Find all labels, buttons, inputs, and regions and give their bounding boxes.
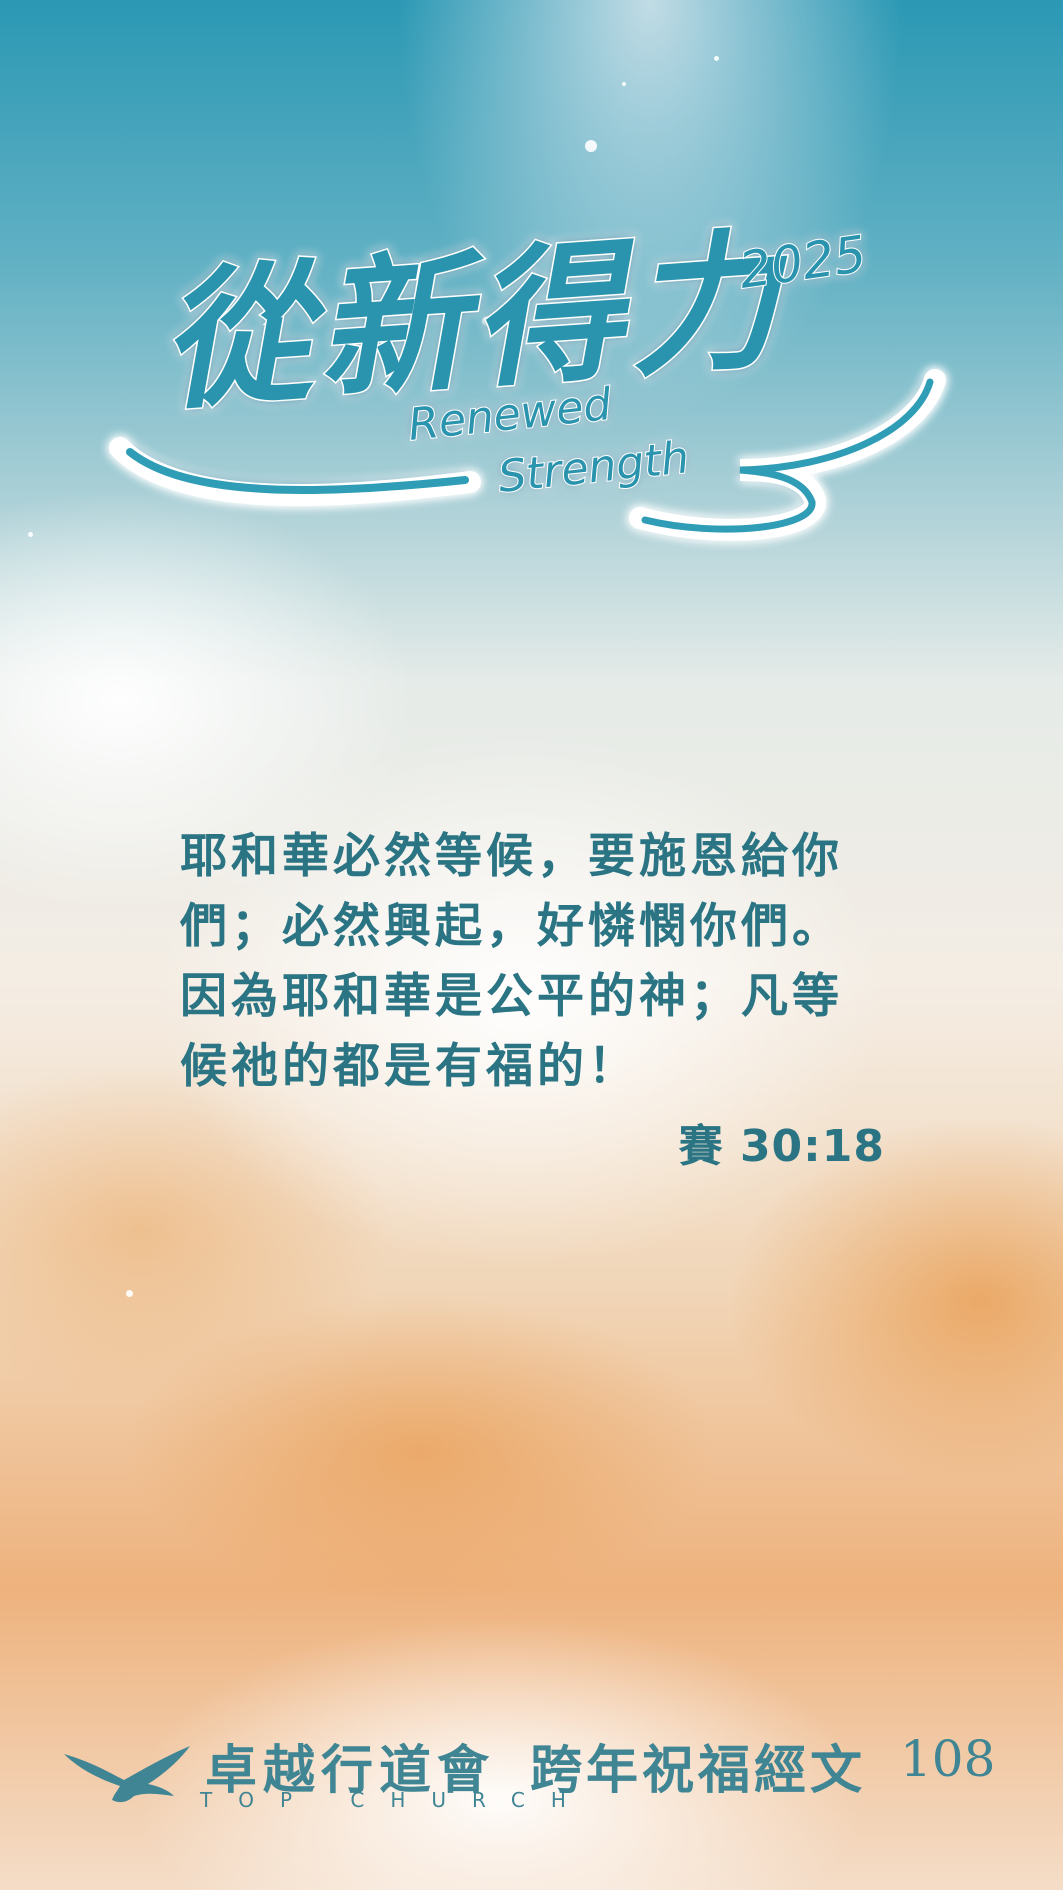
sparkle bbox=[622, 82, 626, 86]
verse-line: 候祂的都是有福的！ bbox=[180, 1039, 639, 1094]
page-number: 108 bbox=[900, 1730, 996, 1788]
footer-label: 跨年祝福經文 bbox=[530, 1740, 867, 1801]
eagle-icon bbox=[62, 1740, 192, 1810]
sparkle bbox=[482, 316, 492, 326]
footer: 卓越行道會 TOP CHURCH 跨年祝福經文 108 bbox=[0, 1700, 1063, 1820]
sparkle bbox=[714, 56, 719, 61]
church-name: 卓越行道會 bbox=[205, 1741, 496, 1801]
verse-line: 耶和華必然等候，要施恩給你 bbox=[180, 829, 843, 884]
verse-text: 耶和華必然等候，要施恩給你 們；必然興起，好憐憫你們。 因為耶和華是公平的神；凡… bbox=[180, 822, 890, 1102]
sparkle bbox=[28, 532, 33, 537]
title-logo: 從新得力 2025 Renewed Strength bbox=[0, 0, 1063, 560]
sparkle bbox=[585, 140, 597, 152]
verse-reference: 賽 30:18 bbox=[678, 1121, 885, 1172]
sparkle bbox=[126, 1290, 133, 1297]
logo-swoosh-left-inner bbox=[126, 448, 469, 494]
verse-line: 因為耶和華是公平的神；凡等 bbox=[180, 969, 843, 1024]
church-name-en: TOP CHURCH bbox=[200, 1788, 592, 1812]
logo-english-line2: Strength bbox=[496, 432, 692, 503]
logo-swoosh-right-inner bbox=[641, 378, 934, 533]
verse-line: 們；必然興起，好憐憫你們。 bbox=[180, 899, 843, 954]
